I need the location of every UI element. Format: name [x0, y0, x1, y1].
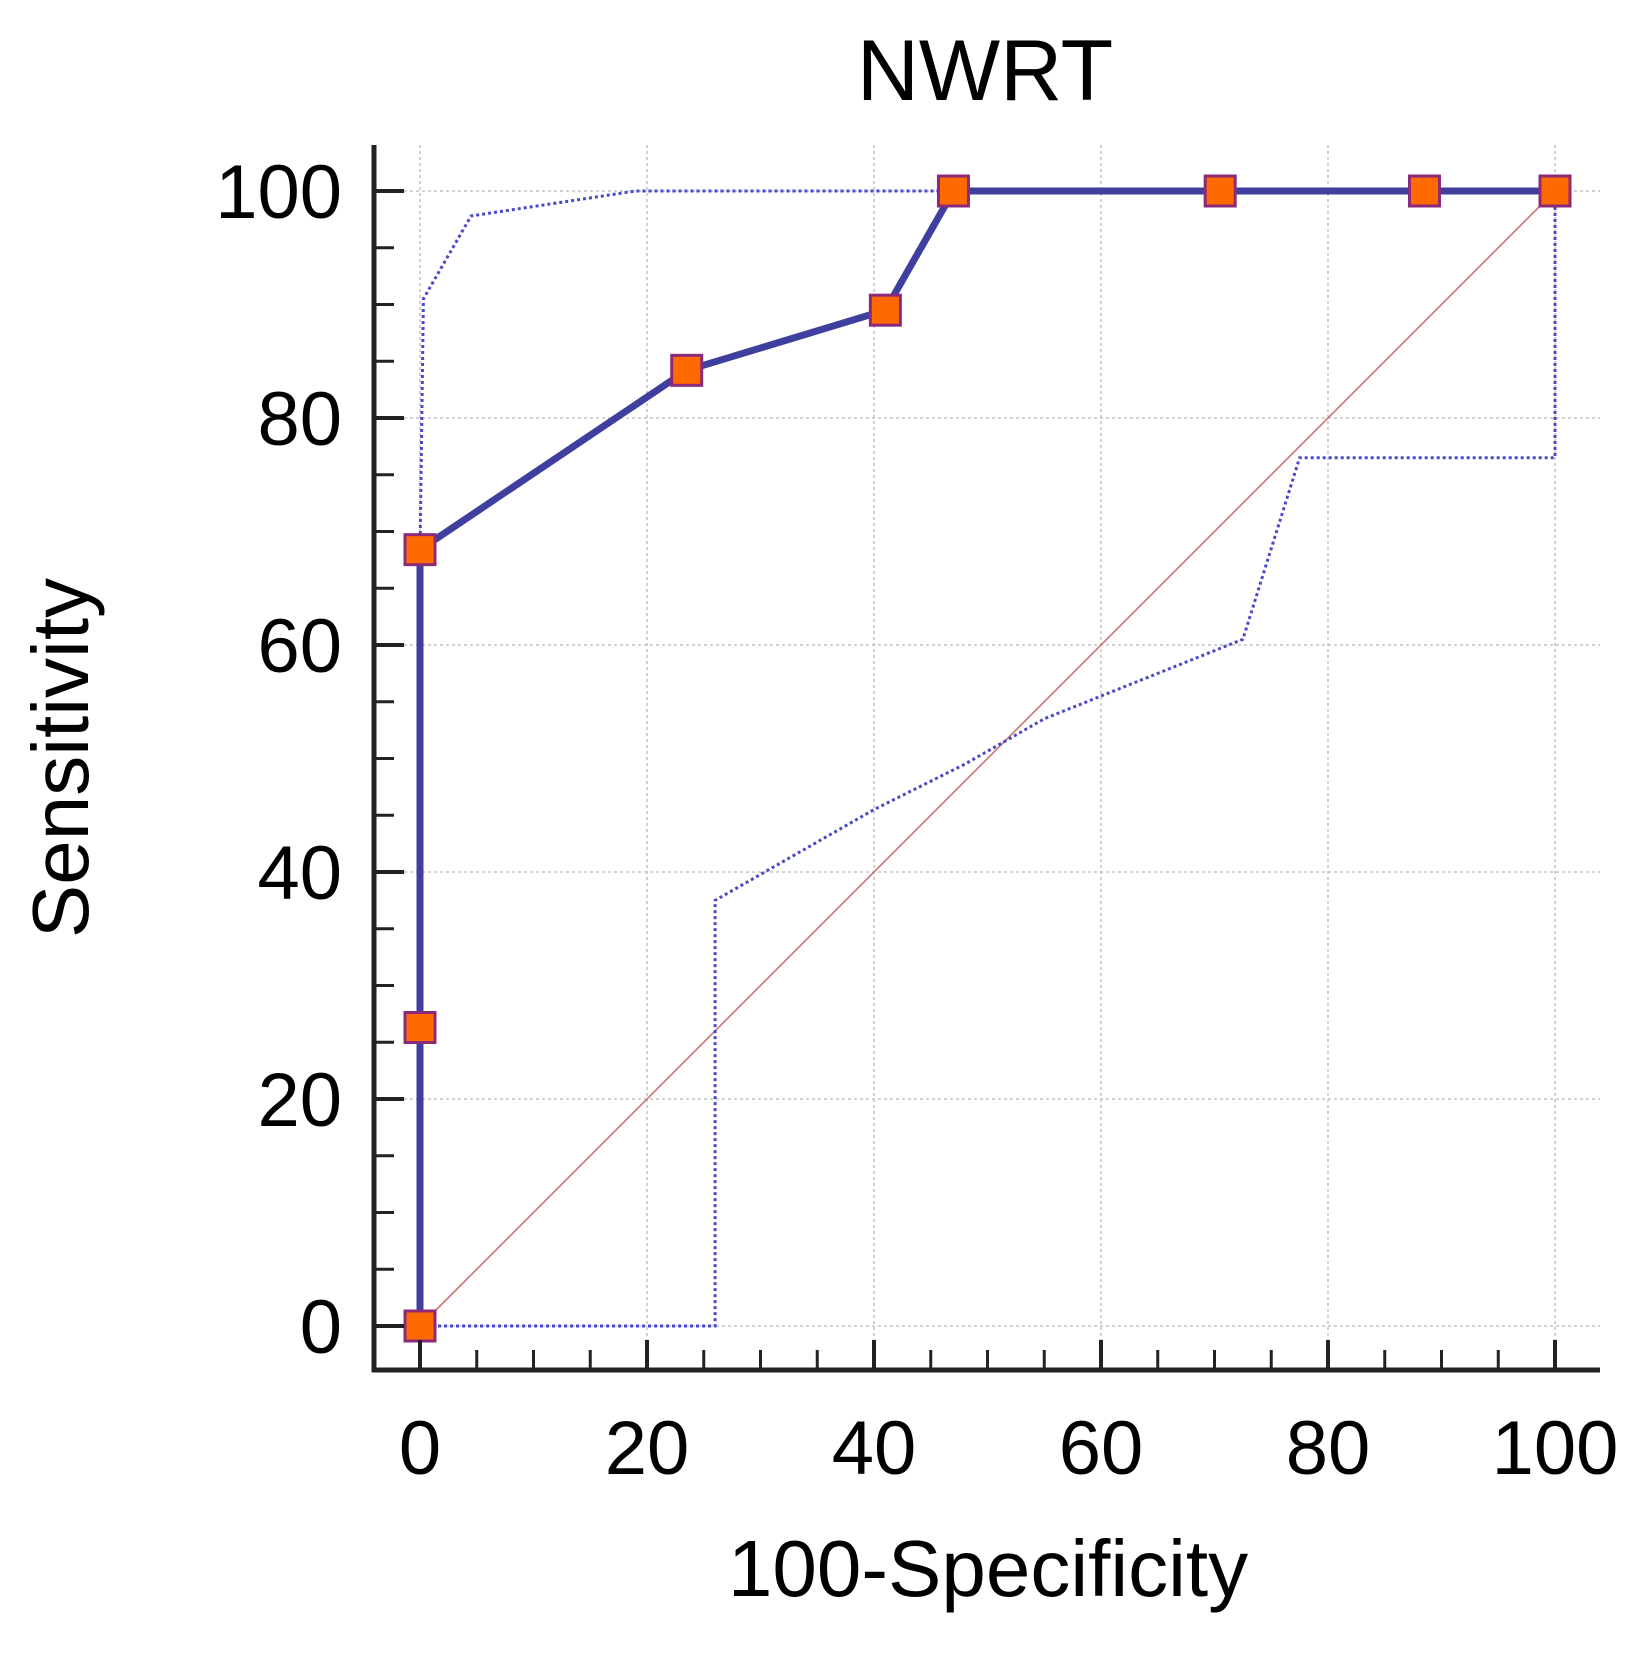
- y-tick-label-3: 60: [257, 604, 342, 689]
- x-axis-label: 100-Specificity: [728, 1524, 1248, 1613]
- chart-title: NWRT: [857, 23, 1113, 119]
- roc-point-8: [1538, 174, 1572, 208]
- x-tick-label-2: 40: [832, 1406, 917, 1491]
- x-tick-label-3: 60: [1059, 1406, 1144, 1491]
- ticks: 0 20 40 60 80 100 0 20 40 60 80 100: [215, 150, 1618, 1491]
- x-tick-label-4: 80: [1286, 1406, 1371, 1491]
- roc-point-4: [868, 293, 902, 327]
- roc-point-7: [1407, 174, 1441, 208]
- roc-point-0: [403, 1309, 437, 1343]
- reference-diagonal: [419, 190, 1556, 1327]
- y-tick-label-4: 80: [257, 377, 342, 462]
- y-tick-label-5: 100: [215, 150, 342, 235]
- roc-point-1: [403, 1010, 437, 1044]
- grid: [374, 145, 1600, 1370]
- x-tick-label-5: 100: [1492, 1406, 1619, 1491]
- y-tick-label-2: 40: [257, 831, 342, 916]
- roc-point-5: [936, 174, 970, 208]
- series-reference-diagonal: [419, 190, 1556, 1327]
- roc-point-2: [403, 533, 437, 567]
- roc-point-3: [670, 353, 704, 387]
- x-tick-label-0: 0: [399, 1406, 441, 1491]
- axes: [371, 145, 1600, 1373]
- y-tick-label-0: 0: [300, 1285, 342, 1370]
- y-axis-label: Sensitivity: [16, 578, 105, 938]
- roc-curve: [403, 174, 1572, 1343]
- series-lower-95-ci: [420, 191, 1557, 1328]
- y-tick-label-1: 20: [257, 1058, 342, 1143]
- x-tick-label-1: 20: [605, 1406, 690, 1491]
- roc-point-6: [1203, 174, 1237, 208]
